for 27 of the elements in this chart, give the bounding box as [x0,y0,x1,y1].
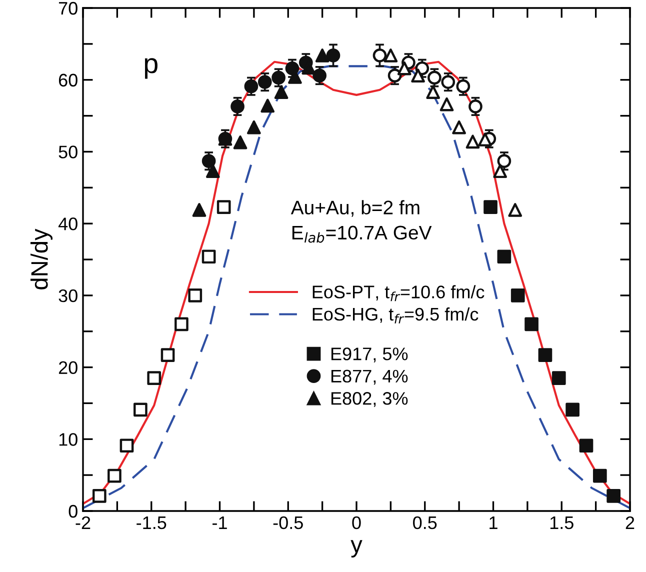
x-tick-label: 1 [490,516,498,529]
legend-label: EoS-PT, t$_{fr}$=10.6 fm/c [312,285,484,302]
legend-label: E802, 3% [331,392,408,407]
x-tick-label: -2 [76,516,90,529]
annotation: E$_{lab}$=10.7A GeV [292,226,432,243]
x-tick-label: -0.5 [273,516,303,530]
x-tick-label: 0 [352,516,361,530]
y-tick-label: 60 [58,74,78,87]
x-tick-label: 1.5 [550,516,574,530]
x-tick-label: -1.5 [136,516,166,530]
y-tick-label: 20 [58,361,78,374]
y-tick-label: 30 [58,289,78,302]
x-axis-title: y [350,540,362,558]
y-tick-label: 10 [59,433,78,446]
legend-label: E877, 4% [331,370,408,385]
y-tick-label: 50 [58,146,78,158]
annotation: Au+Au, b=2 fm [290,200,420,217]
legend-label: E917, 5% [331,348,408,362]
y-tick-label: 40 [58,218,78,230]
y-tick-label: 0 [68,504,78,518]
x-tick-label: -1 [212,516,227,529]
annotation: p [144,58,158,79]
x-tick-label: 2 [626,516,634,529]
y-axis-title: dN/dy [30,228,52,290]
y-tick-label: 70 [58,2,78,15]
legend-label: EoS-HG, t$_{fr}$=9.5 fm/c [312,307,478,324]
x-tick-label: 0.5 [413,516,437,530]
